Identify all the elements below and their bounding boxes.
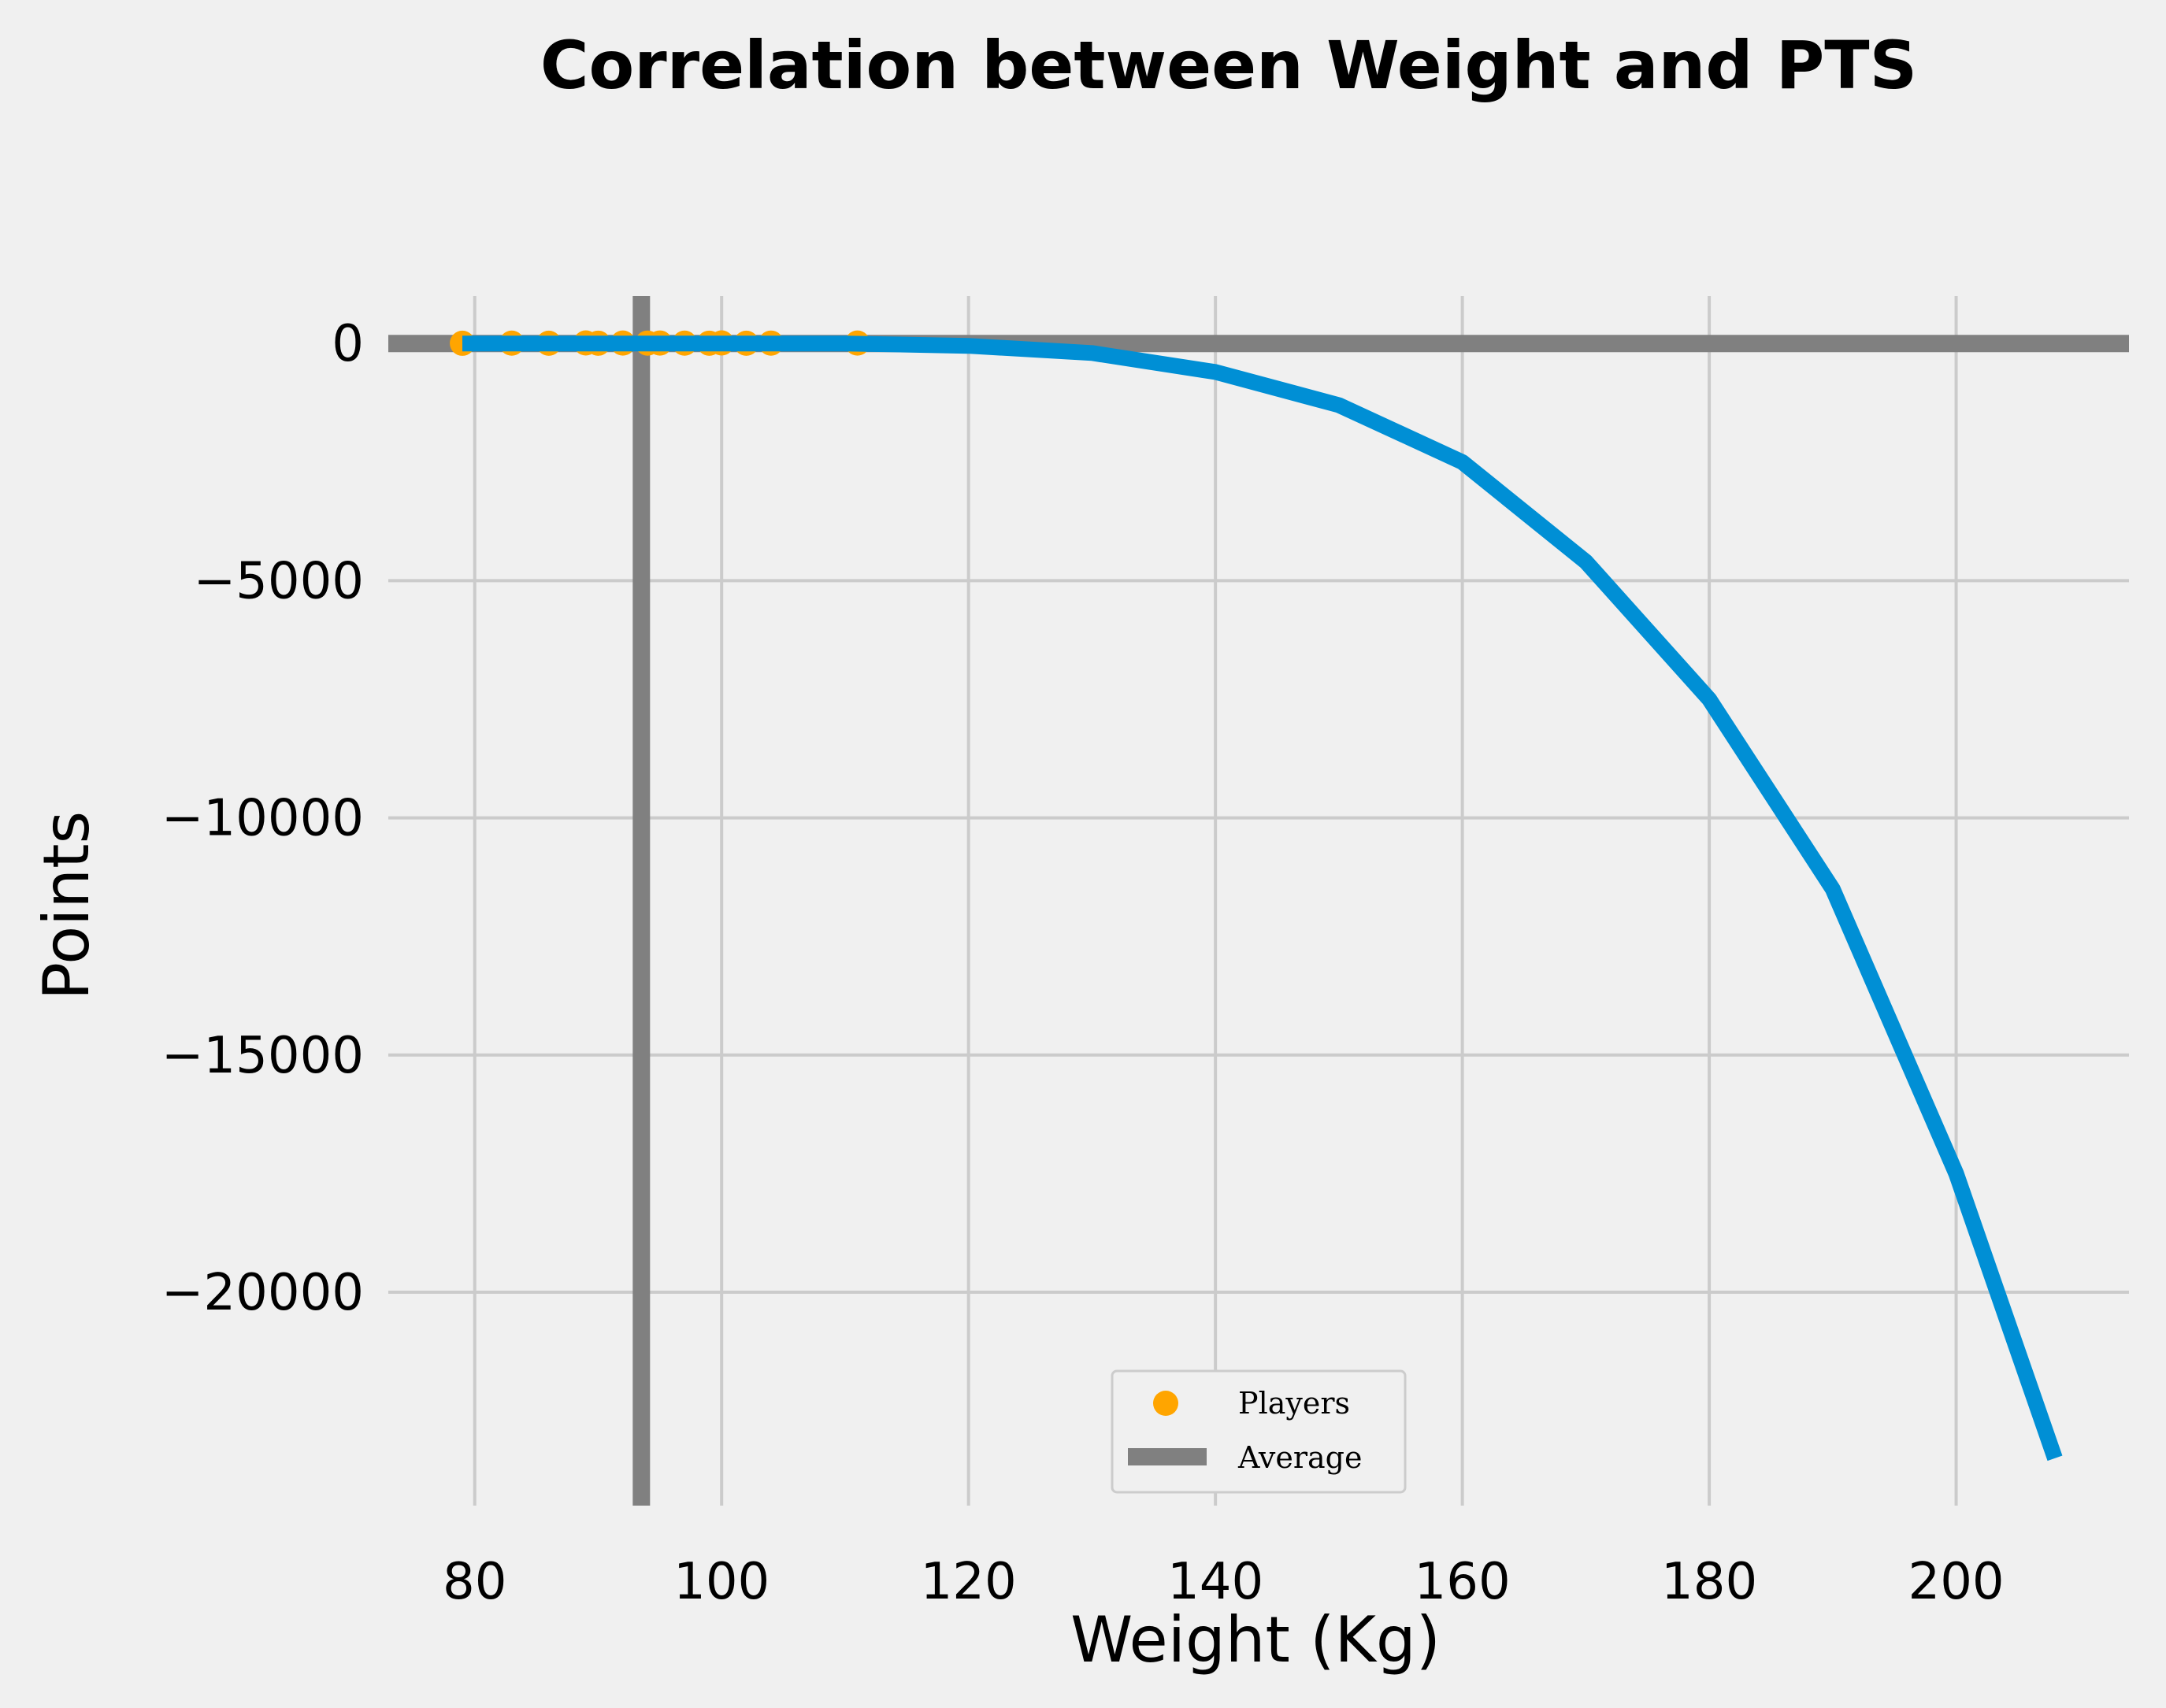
y-tick-label-3: −15000 bbox=[161, 1027, 364, 1085]
legend-players-marker bbox=[1153, 1391, 1178, 1416]
x-tick-label-4: 160 bbox=[1415, 1553, 1511, 1611]
grid bbox=[388, 296, 2129, 1506]
fit-line bbox=[462, 335, 2063, 1462]
y-axis-label: Points bbox=[30, 811, 103, 1000]
y-tick-label-0: 0 bbox=[332, 315, 364, 373]
x-tick-label-2: 120 bbox=[921, 1553, 1017, 1611]
tick-labels: 80 100 120 140 160 180 200 0 −5000 −10000 −15000 −2… bbox=[161, 315, 2005, 1611]
chart-title: Correlation between Weight and PTS bbox=[540, 27, 1917, 104]
x-tick-label-1: 100 bbox=[673, 1553, 770, 1611]
y-tick-label-4: −20000 bbox=[161, 1264, 364, 1322]
x-tick-label-5: 180 bbox=[1661, 1553, 1757, 1611]
legend-average-label: Average bbox=[1237, 1440, 1363, 1475]
x-tick-label-6: 200 bbox=[1908, 1553, 2004, 1611]
x-tick-label-3: 140 bbox=[1167, 1553, 1263, 1611]
fit-line-layer bbox=[462, 335, 2063, 1462]
y-tick-label-1: −5000 bbox=[194, 552, 365, 610]
y-tick-label-2: −10000 bbox=[161, 790, 364, 848]
x-axis-label: Weight (Kg) bbox=[1070, 1603, 1441, 1677]
x-tick-label-0: 80 bbox=[443, 1553, 506, 1611]
legend-players-label: Players bbox=[1238, 1386, 1350, 1421]
legend: Players Average bbox=[1111, 1369, 1407, 1494]
